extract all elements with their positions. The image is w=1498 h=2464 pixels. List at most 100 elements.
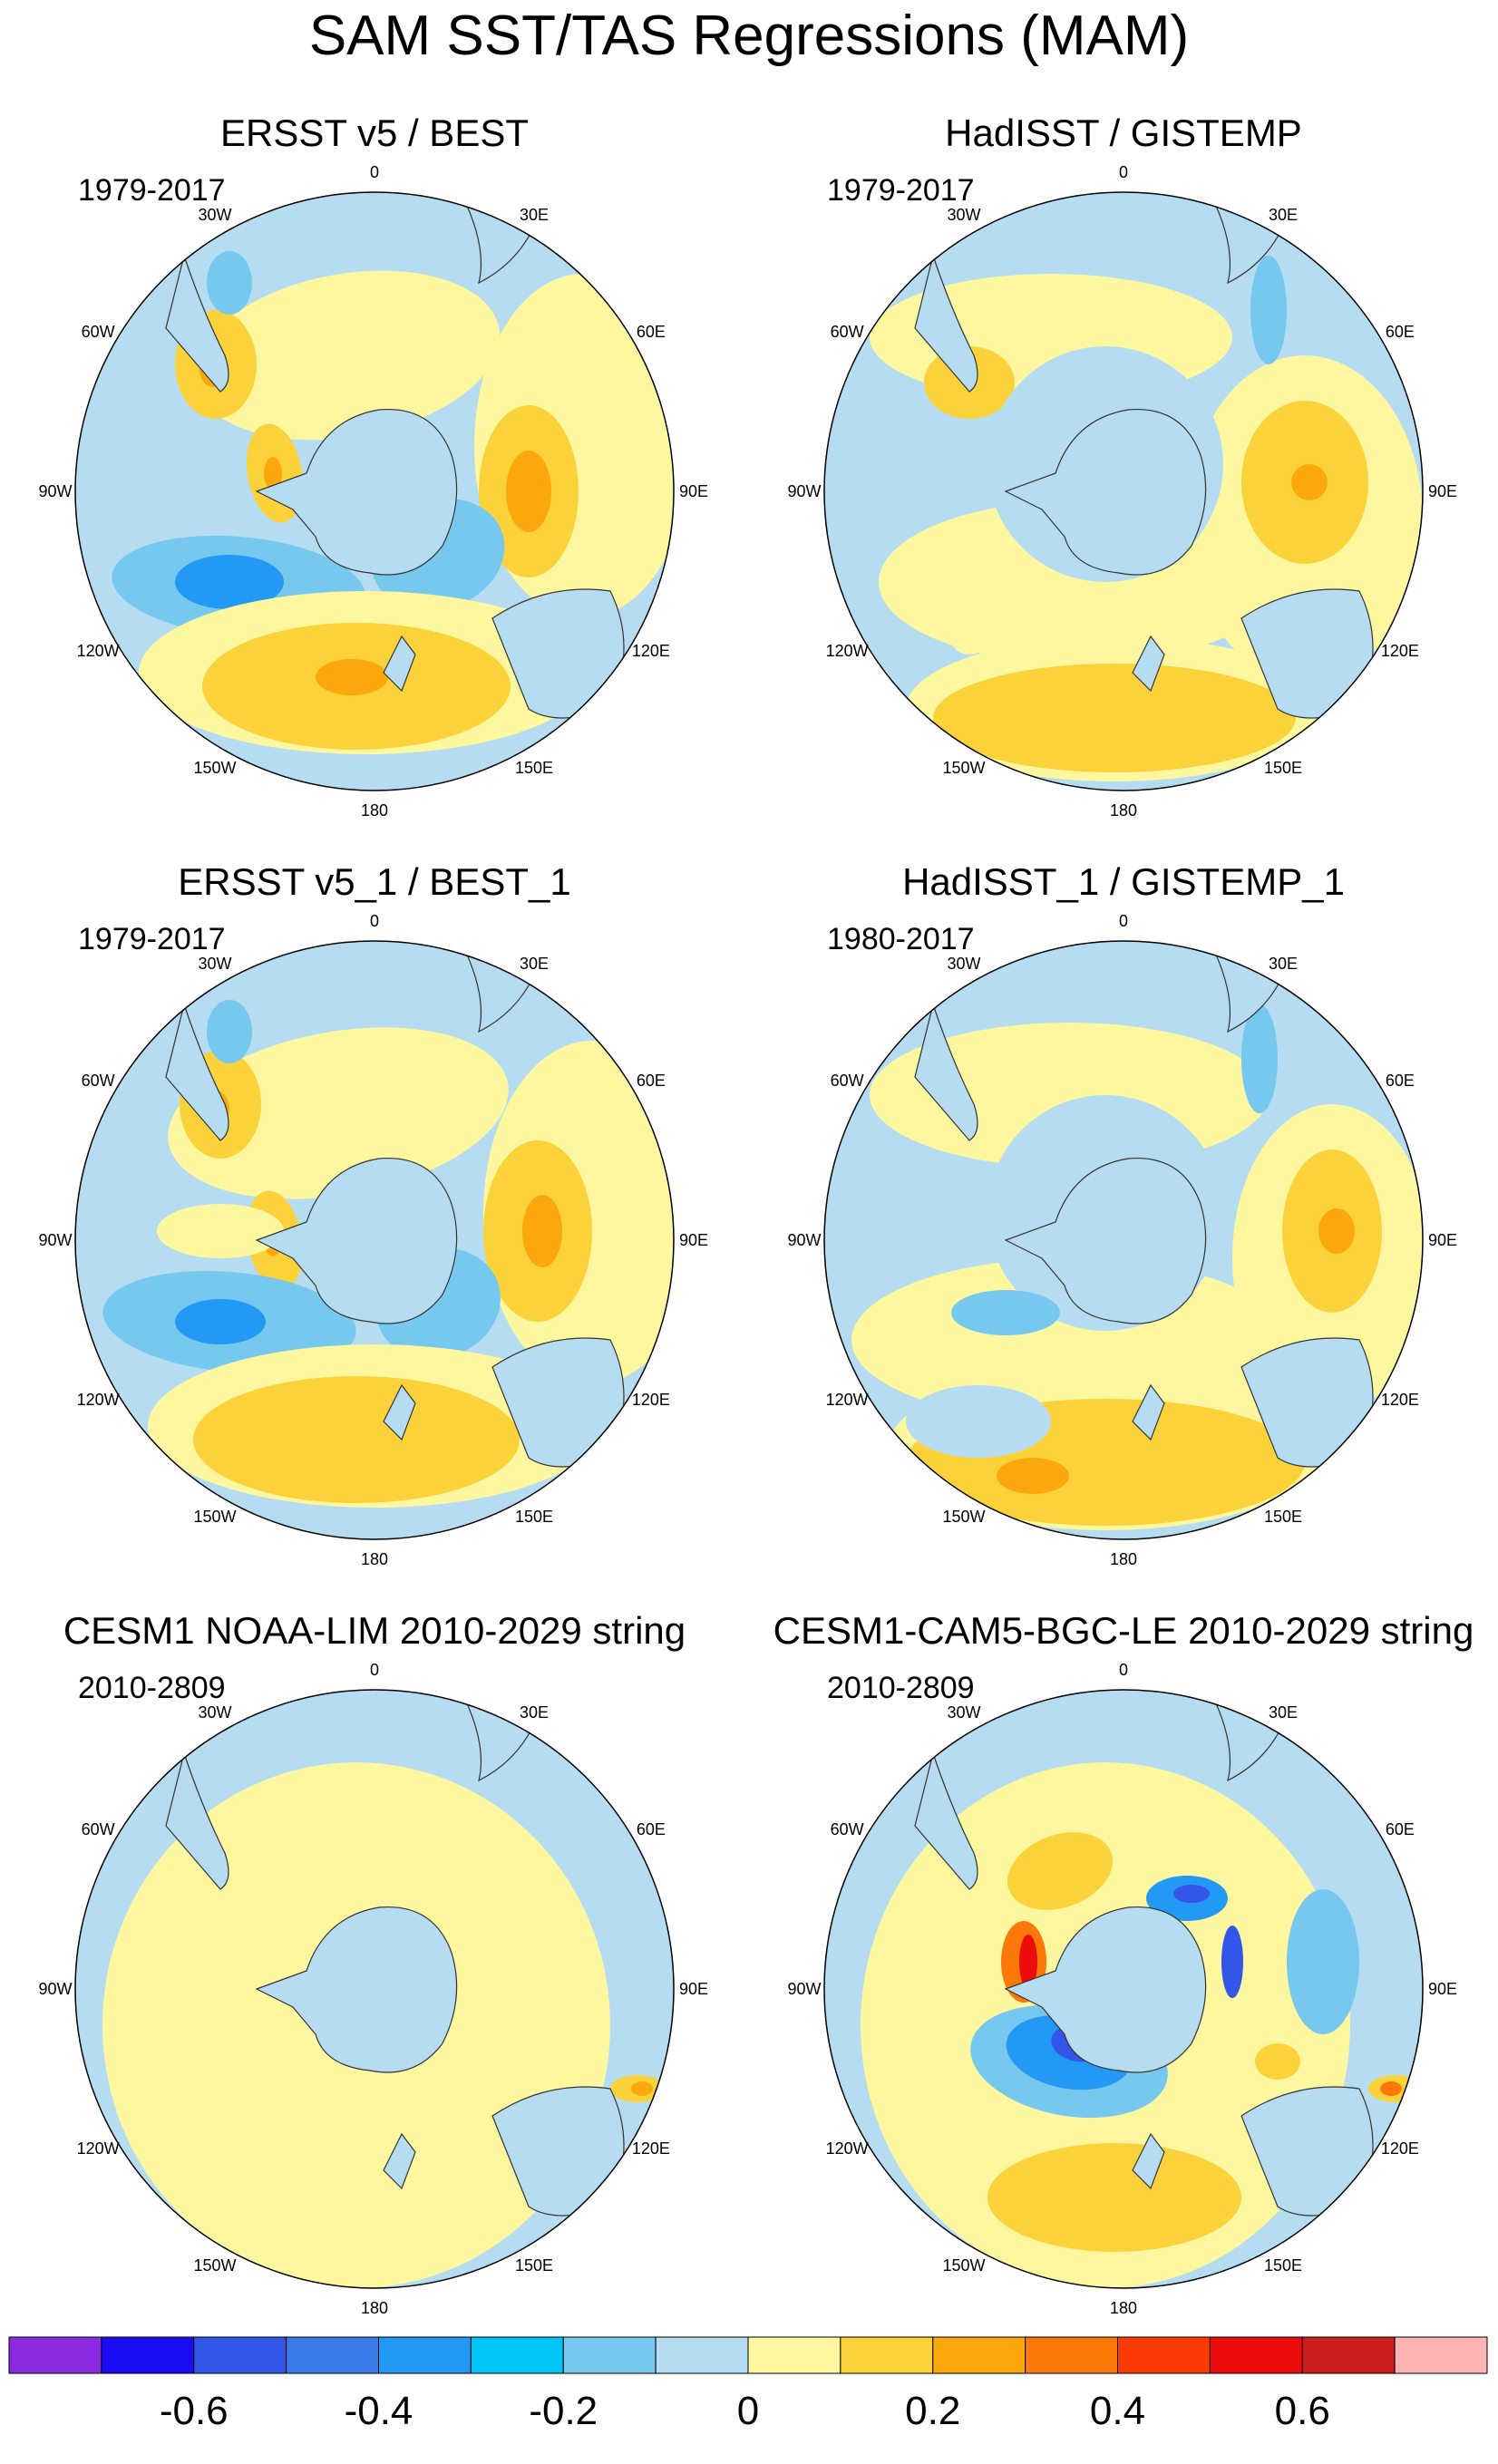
land-mass: [491, 1337, 625, 1468]
colorbar-tick-label: -0.2: [529, 2389, 598, 2433]
field-contour: [1250, 256, 1287, 364]
field-contour: [951, 1290, 1060, 1335]
land-mass: [1132, 1383, 1165, 1441]
map-border: [823, 191, 1424, 791]
panel-title: ERSST v5_1 / BEST_1: [178, 860, 571, 903]
map-panel: 0 30E 60E 90E 120E 150E 180 150W 120W 90W 60W 30W Ha…: [749, 111, 1498, 859]
colorbar-segment: [193, 2336, 287, 2374]
longitude-label: 90E: [679, 1231, 708, 1249]
longitude-label: 120W: [77, 1391, 120, 1409]
longitude-label: 30E: [1269, 206, 1298, 224]
longitude-label: 90E: [1428, 1231, 1457, 1249]
map-border: [74, 940, 675, 1540]
map-panel: 0 30E 60E 90E 120E 150E 180 150W 120W 90W 60W 30W CE…: [749, 1608, 1498, 2357]
longitude-label: 30E: [520, 955, 549, 973]
land-mass: [914, 1002, 978, 1141]
field-contour: [1291, 464, 1328, 500]
land-mass: [1240, 2086, 1374, 2217]
land-mass: [255, 1157, 458, 1324]
colorbar-segment: [1209, 2336, 1303, 2374]
panel-period: 1979-2017: [78, 922, 226, 956]
colorbar-segment: [932, 2336, 1026, 2374]
longitude-label: 150E: [1264, 759, 1302, 777]
field-contour: [193, 1376, 520, 1503]
land-mass: [914, 253, 978, 393]
field-contour: [1241, 1004, 1278, 1113]
colorbar-segment: [1025, 2336, 1118, 2374]
longitude-label: 150E: [515, 1508, 553, 1526]
field-contour: [522, 1195, 562, 1267]
map-border: [74, 191, 675, 791]
longitude-label: 120E: [1381, 642, 1419, 660]
field-contour: [947, 600, 992, 655]
longitude-label: 30W: [198, 206, 231, 224]
longitude-label: 90W: [38, 1231, 72, 1249]
land-mass: [1132, 2132, 1165, 2190]
field-contour: [207, 251, 252, 315]
longitude-label: 90E: [1428, 1980, 1457, 1998]
longitude-label: 30E: [520, 206, 549, 224]
field-contour: [157, 1204, 284, 1258]
land-mass: [165, 1751, 229, 1890]
map-border: [823, 940, 1424, 1540]
panel-title: ERSST v5 / BEST: [220, 112, 529, 154]
longitude-label: 90W: [38, 1980, 72, 1998]
field-contour: [933, 664, 1296, 772]
field-contour: [207, 1000, 252, 1063]
colorbar-segment: [747, 2336, 841, 2374]
longitude-label: 90W: [787, 482, 821, 500]
field-contour: [175, 555, 284, 609]
longitude-label: 120E: [1381, 1391, 1419, 1409]
longitude-label: 30W: [198, 1703, 231, 1722]
land-mass: [165, 253, 229, 393]
colorbar-tick-label: -0.4: [345, 2389, 413, 2433]
longitude-label: 60E: [637, 1072, 666, 1090]
longitude-label: 180: [361, 1550, 388, 1568]
longitude-label: 90W: [38, 482, 72, 500]
field-contour: [506, 451, 551, 532]
longitude-label: 150E: [515, 2256, 553, 2275]
polar-map: 0 30E 60E 90E 120E 150E 180 150W 120W 90W 60W 30W: [38, 163, 708, 820]
longitude-label: 120W: [77, 642, 120, 660]
colorbar: -0.6 -0.4 -0.2 0 0.2 0.4 0.6: [8, 2336, 1488, 2433]
longitude-label: 120E: [632, 2139, 670, 2158]
colorbar-segment: [1301, 2336, 1396, 2374]
longitude-label: 150W: [193, 759, 236, 777]
panel-period: 1979-2017: [827, 173, 975, 208]
longitude-label: 30W: [947, 206, 980, 224]
longitude-label: 90E: [679, 1980, 708, 1998]
land-mass: [383, 1383, 416, 1441]
panel-title: HadISST / GISTEMP: [945, 112, 1302, 154]
longitude-label: 150W: [193, 2256, 236, 2275]
field-contour: [264, 457, 282, 490]
longitude-label: 60W: [831, 1072, 864, 1090]
longitude-label: 60W: [831, 1820, 864, 1838]
field-contour: [1380, 2081, 1402, 2096]
map-panel: 0 30E 60E 90E 120E 150E 180 150W 120W 90W 60W 30W ER…: [0, 111, 749, 859]
colorbar-segment: [562, 2336, 657, 2374]
longitude-label: 180: [1110, 1550, 1137, 1568]
field-contour: [997, 1458, 1069, 1494]
panel-title: CESM1-CAM5-BGC-LE 2010-2029 string: [773, 1609, 1474, 1652]
colorbar-segment: [840, 2336, 934, 2374]
colorbar-tick-label: 0: [737, 2389, 759, 2433]
longitude-label: 150E: [1264, 2256, 1302, 2275]
longitude-label: 60E: [1386, 1072, 1415, 1090]
longitude-label: 60E: [1386, 323, 1415, 341]
colorbar-segment: [1394, 2336, 1488, 2374]
colorbar-tick-label: 0.6: [1275, 2389, 1330, 2433]
field-contour: [194, 270, 501, 441]
longitude-label: 120W: [826, 642, 869, 660]
field-contour: [1221, 1926, 1243, 1998]
longitude-label: 60W: [82, 323, 115, 341]
longitude-label: 90W: [787, 1231, 821, 1249]
map-border: [74, 1689, 675, 2289]
land-mass: [1004, 1157, 1207, 1324]
field-contour: [1255, 2043, 1300, 2080]
longitude-label: 90W: [787, 1980, 821, 1998]
polar-map: 0 30E 60E 90E 120E 150E 180 150W 120W 90W 60W 30W: [38, 912, 708, 1568]
colorbar-segment: [1117, 2336, 1211, 2374]
longitude-label: 60W: [82, 1072, 115, 1090]
longitude-label: 120E: [1381, 2139, 1419, 2158]
field-contour: [1019, 1935, 1037, 1989]
